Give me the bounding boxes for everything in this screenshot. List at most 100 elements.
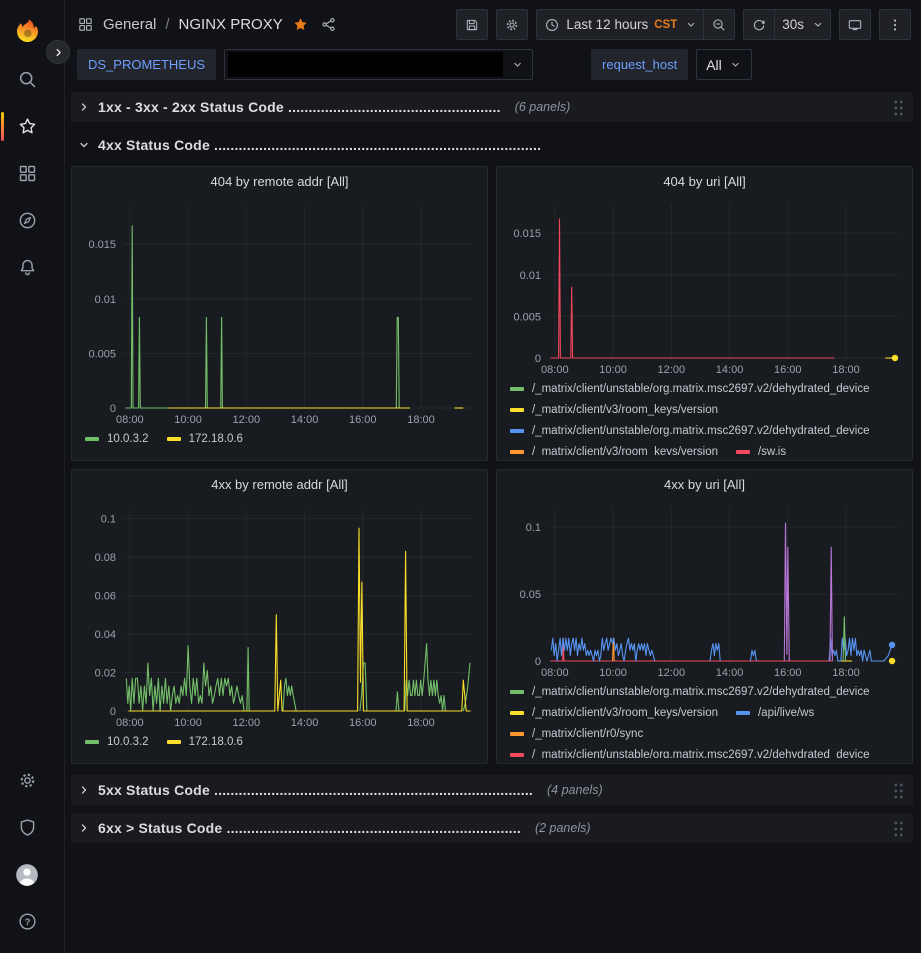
refresh-interval-picker[interactable]: 30s [774, 9, 831, 40]
legend-swatch [510, 449, 524, 454]
row-drag-handle[interactable] [893, 781, 904, 799]
legend-label: /_matrix/client/v3/room_keys/version [532, 403, 718, 416]
sidebar-item-dashboards[interactable] [0, 150, 54, 197]
svg-text:10:00: 10:00 [174, 414, 202, 426]
chart-plot-area[interactable]: 0 0.02 0.04 0.06 0.08 0.1 08:00 10:00 12:00 14:00… [80, 497, 479, 731]
save-dashboard-button[interactable] [456, 9, 489, 40]
zoom-out-button[interactable] [703, 9, 736, 40]
breadcrumb-separator: / [165, 16, 170, 33]
sidebar-item-profile[interactable] [0, 851, 54, 898]
sidebar-item-grafana-home[interactable] [0, 6, 54, 56]
legend-item[interactable]: 172.18.0.6 [166, 431, 243, 446]
dashboard-row-collapsed[interactable]: 1xx - 3xx - 2xx Status Code ............… [71, 92, 913, 122]
dashboard-body: 1xx - 3xx - 2xx Status Code ............… [65, 89, 921, 953]
row-drag-handle[interactable] [893, 819, 904, 837]
timezone-label: CST [654, 18, 678, 31]
chart-plot-area[interactable]: 0 0.005 0.01 0.015 08:00 10:00 12:00 14:00 16:00… [80, 194, 479, 428]
legend-label: /api/live/ws [757, 706, 815, 719]
legend-item[interactable]: /_matrix/client/unstable/org.matrix.msc2… [510, 423, 870, 438]
svg-text:18:00: 18:00 [832, 364, 860, 376]
legend-item[interactable]: /_matrix/client/v3/room_keys/version [510, 444, 718, 455]
dashboard-row-collapsed[interactable]: 5xx Status Code ........................… [71, 775, 913, 805]
row-drag-handle[interactable] [893, 98, 904, 116]
cycle-view-mode-button[interactable] [839, 9, 871, 40]
refresh-button[interactable] [743, 9, 776, 40]
sidebar-item-server-admin[interactable] [0, 804, 54, 851]
variables-bar: DS_PROMETHEUS request_host All [65, 45, 921, 89]
svg-text:12:00: 12:00 [658, 364, 686, 376]
time-range-label: Last 12 hours [566, 17, 649, 32]
sidebar-item-explore[interactable] [0, 197, 54, 244]
toolbar: Last 12 hours CST 30s [456, 9, 911, 40]
chevron-down-icon [511, 58, 524, 71]
page-title: NGINX PROXY [178, 16, 283, 33]
svg-text:0.05: 0.05 [520, 589, 541, 601]
dashboard-row-expanded[interactable]: 4xx Status Code ........................… [71, 130, 913, 160]
sidebar-item-alerting[interactable] [0, 244, 54, 291]
legend-item[interactable]: /_matrix/client/unstable/org.matrix.msc2… [510, 747, 870, 758]
dashboard-row-collapsed[interactable]: 6xx > Status Code ......................… [71, 813, 913, 843]
legend-swatch [510, 731, 524, 736]
svg-text:18:00: 18:00 [407, 717, 435, 729]
legend-item[interactable]: /_matrix/client/unstable/org.matrix.msc2… [510, 684, 870, 699]
legend-label: /_matrix/client/v3/room_keys/version [532, 445, 718, 456]
dashboard-settings-button[interactable] [496, 9, 529, 40]
legend-label: /_matrix/client/unstable/org.matrix.msc2… [532, 685, 870, 698]
dashboards-grid-icon [17, 163, 38, 184]
sidebar-item-search[interactable] [0, 56, 54, 103]
variable-label-request-host[interactable]: request_host [591, 49, 689, 80]
chart-plot-area[interactable]: 0 0.005 0.01 0.015 08:00 10:00 12:00 14:00 16:00… [505, 194, 904, 378]
legend-item[interactable]: /_matrix/client/r0/sync [510, 726, 643, 741]
svg-text:0.01: 0.01 [95, 294, 116, 306]
legend-item[interactable]: /_matrix/client/v3/room_keys/version [510, 705, 718, 720]
svg-text:0.1: 0.1 [101, 514, 116, 526]
zoom-out-icon [711, 17, 727, 33]
sidebar-item-starred[interactable] [0, 103, 54, 150]
more-options-button[interactable] [879, 9, 911, 40]
chevron-down-icon [810, 18, 823, 31]
apps-grid-icon [77, 16, 94, 33]
legend-item[interactable]: 10.0.3.2 [85, 734, 149, 749]
sidebar-item-configuration[interactable] [0, 757, 54, 804]
legend-swatch [510, 428, 524, 433]
kebab-menu-icon [887, 17, 903, 33]
panel-title[interactable]: 4xx by uri [All] [664, 477, 745, 492]
sidebar-item-help[interactable]: ? [0, 898, 54, 945]
sidebar-expand-button[interactable] [46, 40, 70, 64]
favorite-star-icon[interactable] [292, 16, 309, 33]
legend-label: /_matrix/client/r0/sync [532, 727, 644, 740]
svg-text:08:00: 08:00 [541, 667, 569, 679]
row-panel-count: (6 panels) [514, 100, 571, 114]
svg-text:0: 0 [110, 403, 116, 415]
legend-item[interactable]: 10.0.3.2 [85, 431, 149, 446]
legend-swatch [510, 407, 524, 412]
request-host-value-dropdown[interactable]: All [696, 49, 752, 80]
legend-swatch [510, 752, 524, 757]
share-icon[interactable] [320, 16, 337, 33]
panel-title[interactable]: 404 by remote addr [All] [210, 174, 349, 189]
time-range-picker[interactable]: Last 12 hours CST [536, 9, 705, 40]
legend-swatch [510, 386, 524, 391]
legend-swatch [85, 436, 99, 441]
chart-plot-area[interactable]: 0 0.05 0.1 08:00 10:00 12:00 14:00 16:00 18:00 [505, 497, 904, 681]
svg-text:0.08: 0.08 [95, 552, 116, 564]
panel-title[interactable]: 404 by uri [All] [663, 174, 746, 189]
legend-item[interactable]: 172.18.0.6 [166, 734, 243, 749]
legend-item[interactable]: /_matrix/client/v3/room_keys/version [510, 402, 718, 417]
variable-label-ds-prometheus[interactable]: DS_PROMETHEUS [77, 49, 217, 80]
breadcrumb-section[interactable]: General [103, 16, 157, 33]
legend-item[interactable]: /_matrix/client/unstable/org.matrix.msc2… [510, 381, 870, 396]
svg-text:08:00: 08:00 [541, 364, 569, 376]
refresh-interval-label: 30s [782, 17, 804, 32]
panel-legend: 10.0.3.2 172.18.0.6 [80, 428, 479, 455]
legend-item[interactable]: /api/live/ws [735, 705, 815, 720]
ds-prometheus-value-dropdown[interactable] [224, 49, 534, 80]
panel-4xx-by-uri-all-: 4xx by uri [All] 0 0.05 0.1 08:00 10:00 12:00 1… [496, 469, 913, 764]
svg-text:08:00: 08:00 [116, 717, 144, 729]
svg-text:0: 0 [110, 706, 116, 718]
monitor-icon [847, 17, 863, 33]
panel-legend: 10.0.3.2 172.18.0.6 [80, 731, 479, 758]
legend-item[interactable]: /sw.js [735, 444, 786, 455]
panel-title[interactable]: 4xx by remote addr [All] [211, 477, 348, 492]
active-indicator [1, 112, 4, 141]
